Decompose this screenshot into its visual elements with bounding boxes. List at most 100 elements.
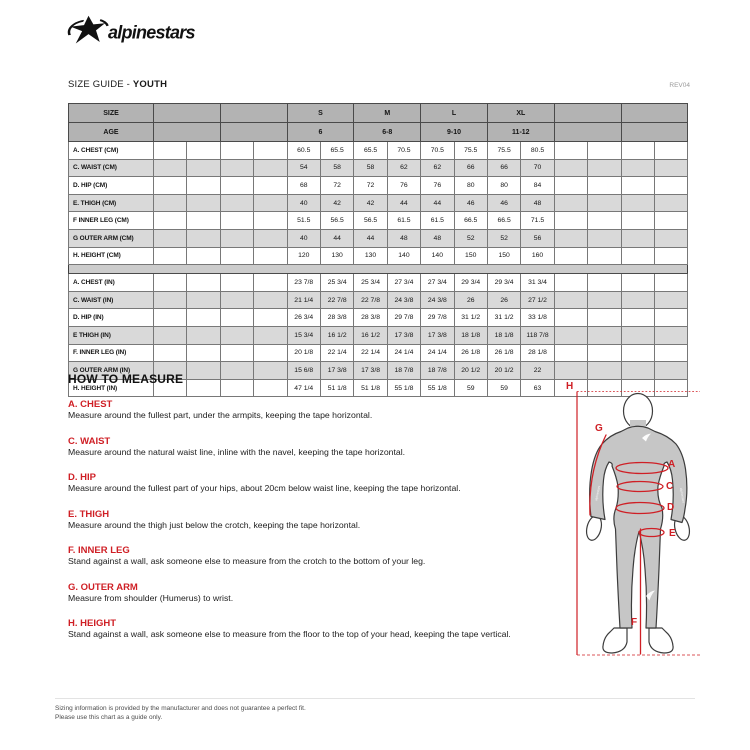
- value-cell: 22 7/8: [353, 290, 388, 310]
- value-cell: 65.5: [319, 141, 355, 160]
- value-cell: 42: [319, 193, 355, 213]
- measure-item-label: E. THIGH: [68, 508, 110, 520]
- measure-item-description: Stand against a wall, ask someone else t…: [68, 629, 511, 639]
- row-label: H. HEIGHT (CM): [68, 246, 154, 266]
- measure-item-description: Measure from shoulder (Humerus) to wrist…: [68, 592, 234, 603]
- table-row: D. HIP (IN) 26 3/4 28 3/8 28 3/8 29 7/8 29 7/…: [68, 308, 689, 327]
- row-label: A. CHEST (IN): [68, 273, 154, 292]
- diagram-label-a: A: [668, 459, 675, 470]
- thigh-ellipse: [638, 527, 665, 538]
- how-to-measure-heading: HOW TO MEASURE: [68, 372, 184, 386]
- measure-item-description: Stand against a wall, ask someone else t…: [68, 556, 426, 566]
- empty-cell: [620, 308, 655, 327]
- empty-cell: [219, 273, 255, 292]
- value-cell: 160: [520, 246, 555, 266]
- empty-cell: [253, 325, 288, 345]
- empty-cell: [186, 290, 221, 310]
- value-cell: 120: [286, 246, 321, 266]
- empty-cell: [587, 290, 622, 310]
- empty-cell: [587, 246, 622, 266]
- value-cell: 48: [520, 193, 555, 213]
- value-cell: 25 3/4: [319, 273, 355, 292]
- value-cell: 16 1/2: [319, 325, 355, 345]
- value-cell: 66.5: [486, 211, 522, 230]
- empty-cell: [152, 211, 188, 230]
- empty-cell: [653, 176, 689, 195]
- empty-cell: [152, 325, 188, 345]
- value-cell: 84: [520, 176, 555, 195]
- empty-cell: [620, 246, 655, 266]
- value-cell: 63: [520, 378, 555, 398]
- value-cell: 28 1/8: [520, 343, 555, 363]
- empty-cell: [620, 193, 655, 213]
- empty-cell: [653, 290, 689, 310]
- empty-cell: [219, 158, 255, 178]
- diagram-label-e: E: [669, 528, 676, 539]
- diagram-label-g: G: [595, 423, 603, 434]
- empty-cell: [553, 211, 589, 230]
- table-row: E. THIGH (CM) 40 42 42 44 44 46 46 48: [68, 193, 689, 213]
- measure-item: H. HEIGHT Stand against a wall, ask someo…: [68, 618, 548, 641]
- measure-item-label: A. CHEST: [68, 399, 113, 410]
- value-cell: 75.5: [486, 141, 522, 160]
- empty-cell: [253, 273, 288, 292]
- measure-items: A. CHEST Measure around the fullest part,…: [68, 399, 548, 641]
- value-cell: 150: [453, 246, 488, 266]
- value-cell: 29 7/8: [420, 308, 455, 327]
- empty-cell: [553, 290, 589, 310]
- age-row-6: 6: [286, 122, 355, 142]
- empty-cell: [587, 228, 622, 248]
- age-row-9-10: 9-10: [420, 122, 488, 142]
- empty-cell: [152, 176, 188, 195]
- empty-cell: [253, 246, 288, 266]
- value-cell: 66: [486, 158, 522, 178]
- value-cell: 68: [286, 176, 321, 195]
- empty-cell: [587, 193, 622, 213]
- row-label: F INNER LEG (CM): [68, 211, 154, 230]
- empty-cell: [653, 211, 689, 230]
- empty-cell: [253, 228, 288, 248]
- value-cell: 26 1/8: [453, 343, 488, 363]
- table-row: D. HIP (CM) 68 72 72 76 76 80 80 84: [68, 176, 689, 195]
- empty-cell: [653, 246, 689, 266]
- value-cell: 61.5: [386, 211, 422, 230]
- empty-cell: [553, 325, 589, 345]
- value-cell: 24 1/4: [420, 343, 455, 363]
- value-cell: 65.5: [353, 141, 388, 160]
- value-cell: 29 3/4: [486, 273, 522, 292]
- value-cell: 75.5: [453, 141, 488, 160]
- value-cell: 47 1/4: [286, 378, 321, 398]
- age-row-label: AGE: [68, 122, 154, 142]
- empty-cell: [152, 378, 188, 398]
- chest-logo-icon: [642, 433, 651, 442]
- empty-cell: [620, 273, 655, 292]
- empty-cell: [587, 141, 622, 160]
- size-row-M: M: [353, 103, 422, 123]
- empty-cell: [253, 211, 288, 230]
- table-row: G OUTER ARM (CM) 40 44 44 48 48 52 52 56: [68, 228, 689, 248]
- empty-cell: [553, 193, 589, 213]
- value-cell: 66: [453, 158, 488, 178]
- logo-wordmark: alpinestars: [108, 22, 196, 42]
- value-cell: 56: [520, 228, 555, 248]
- diagram-label-c: C: [666, 481, 673, 492]
- measure-item: F. INNER LEG Stand against a wall, ask so…: [68, 545, 548, 568]
- empty-cell: [587, 378, 622, 398]
- value-cell: 22 1/4: [319, 343, 355, 363]
- value-cell: 46: [486, 193, 522, 213]
- how-to-measure-section: HOW TO MEASURE A. CHEST Measure around th…: [68, 372, 548, 655]
- empty-cell: [253, 158, 288, 178]
- value-cell: 26: [453, 290, 488, 310]
- value-cell: 140: [386, 246, 422, 266]
- titlebar: SIZE GUIDE - YOUTH REV04: [68, 79, 690, 90]
- age-row-11-12: 11-12: [486, 122, 555, 142]
- empty-cell: [152, 343, 188, 363]
- value-cell: 44: [353, 228, 388, 248]
- empty-cell: [553, 273, 589, 292]
- empty-cell: [219, 193, 255, 213]
- footer-line-1: Sizing information is provided by the ma…: [55, 705, 306, 712]
- value-cell: 33 1/8: [520, 308, 555, 327]
- value-cell: 17 3/8: [319, 361, 355, 380]
- size-chart: SIZE S M L XL AGE 6 6-8 9-10 11-12 A. CHEST (CM) 60…: [68, 103, 689, 398]
- empty-cell: [152, 273, 188, 292]
